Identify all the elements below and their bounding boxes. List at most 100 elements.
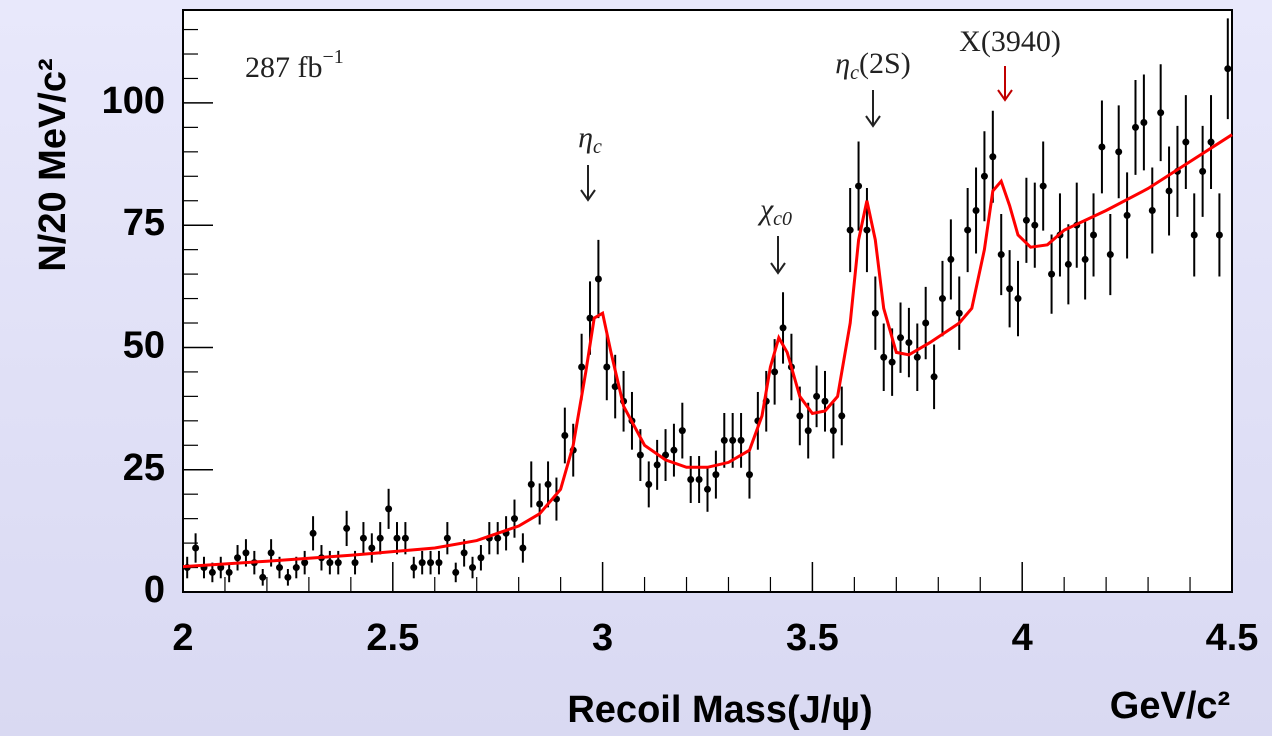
data-point [519, 544, 527, 552]
data-point [343, 524, 351, 532]
plot-frame [182, 9, 1233, 593]
data-point [846, 226, 854, 234]
data-point [871, 309, 879, 317]
data-point [544, 480, 552, 488]
data-point [368, 544, 376, 552]
annotation-text: 287 fb [245, 51, 323, 84]
data-point [813, 392, 821, 400]
annotation-sub: c0 [773, 208, 792, 230]
data-point [636, 451, 644, 459]
data-point [561, 431, 569, 439]
data-point [704, 485, 711, 493]
data-point [829, 427, 837, 435]
x-axis-unit: GeV/c² [1110, 685, 1230, 727]
y-tick-label: 50 [123, 324, 165, 366]
data-point [376, 534, 384, 542]
data-point [729, 436, 737, 444]
data-point [821, 397, 829, 405]
annotation-arrow [997, 66, 1013, 102]
data-point [838, 412, 846, 420]
data-point [292, 564, 300, 572]
data-point [385, 505, 393, 513]
data-point [225, 568, 233, 576]
annotation-text: η [835, 47, 850, 80]
data-point [989, 153, 997, 161]
data-point [494, 534, 502, 542]
annotation: ηc(2S) [835, 47, 910, 84]
data-point [913, 353, 921, 361]
data-point [796, 412, 804, 420]
annotation-arrow [865, 90, 881, 128]
data-point [855, 182, 863, 190]
data-point [905, 339, 913, 347]
data-point [435, 559, 443, 567]
data-point [242, 549, 250, 557]
data-point [947, 255, 955, 263]
data-point [443, 534, 451, 542]
x-tick-label: 3 [592, 617, 613, 659]
y-tick-label: 100 [102, 80, 165, 122]
data-point [192, 544, 200, 552]
data-point [695, 476, 703, 484]
annotation: χc0 [757, 193, 792, 230]
data-point [234, 554, 242, 562]
data-point [1081, 255, 1089, 263]
data-point [1123, 211, 1131, 219]
annotation-text: η [578, 121, 593, 154]
data-point [922, 319, 930, 327]
data-point [779, 324, 787, 332]
annotation-text: χ [757, 193, 774, 226]
data-point [393, 534, 401, 542]
y-tick-label: 75 [123, 202, 165, 244]
data-point [745, 471, 753, 479]
data-point [536, 500, 544, 508]
data-point [771, 368, 779, 376]
y-axis-label: N/20 MeV/c² [32, 58, 74, 271]
annotation: ηc [578, 121, 602, 158]
data-point [662, 451, 670, 459]
y-tick-label: 0 [144, 569, 165, 611]
data-point [603, 363, 611, 371]
x-axis-label: Recoil Mass(J/ψ) [567, 689, 872, 731]
annotation-sub: c [850, 62, 859, 84]
annotation-arrow [770, 236, 786, 275]
data-point [208, 568, 216, 576]
data-point [217, 564, 225, 572]
data-point [1190, 231, 1198, 239]
data-point [267, 549, 275, 557]
data-point [938, 295, 946, 303]
data-point [427, 559, 435, 567]
data-point [334, 559, 342, 567]
data-point [687, 476, 695, 484]
data-point [401, 534, 409, 542]
data-point [359, 534, 367, 542]
x-tick-label: 4.5 [1206, 617, 1259, 659]
data-point [804, 427, 812, 435]
data-point [997, 251, 1005, 259]
x-tick-label: 3.5 [786, 617, 839, 659]
data-point [284, 573, 292, 581]
data-point [1157, 109, 1165, 117]
data-point [863, 226, 871, 234]
data-point [1207, 138, 1215, 146]
data-point [527, 480, 535, 488]
data-point [720, 436, 728, 444]
x-tick-label: 4 [1012, 617, 1033, 659]
data-point [737, 436, 745, 444]
data-point [712, 471, 720, 479]
data-point [1106, 251, 1114, 259]
data-point [1090, 231, 1098, 239]
data-point [670, 446, 678, 454]
data-point [897, 334, 905, 342]
data-point [1131, 123, 1139, 131]
data-point [955, 309, 963, 317]
data-point [1148, 207, 1156, 215]
data-point [678, 427, 686, 435]
data-point [594, 275, 602, 283]
data-point [452, 568, 460, 576]
fit-curve [182, 133, 1233, 569]
data-point [469, 564, 477, 572]
data-point [880, 353, 888, 361]
